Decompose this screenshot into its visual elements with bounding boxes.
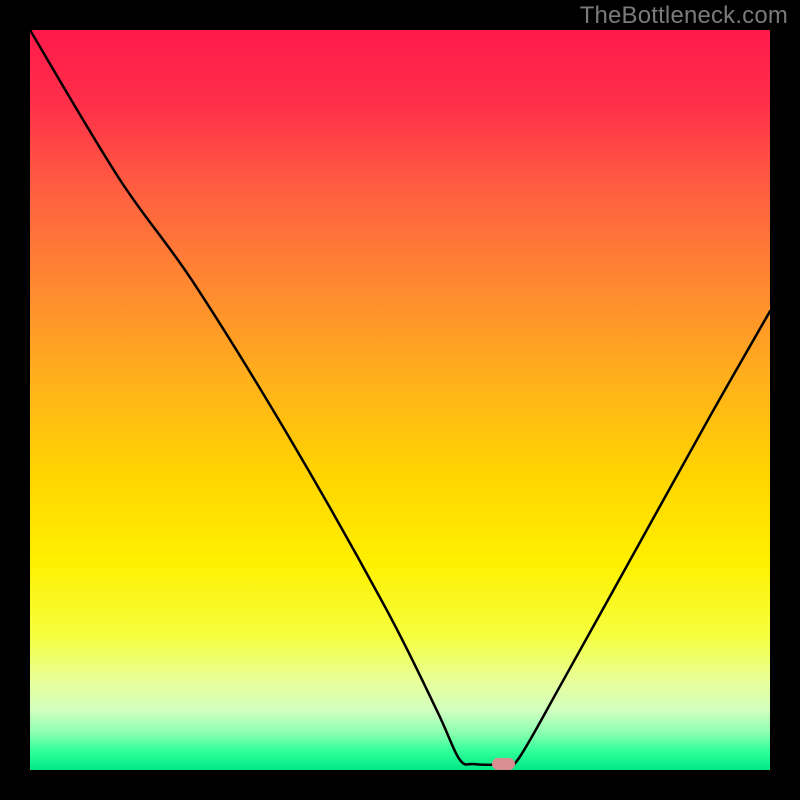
plot-area (30, 30, 770, 770)
optimal-point-marker (492, 758, 516, 770)
watermark-text: TheBottleneck.com (580, 2, 788, 30)
curve-line (30, 30, 770, 770)
chart-frame: TheBottleneck.com (0, 0, 800, 800)
